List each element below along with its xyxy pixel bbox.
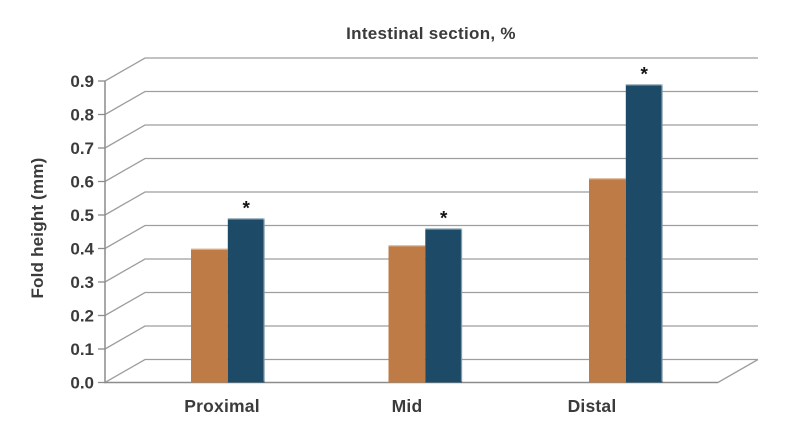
floor-right-edge bbox=[717, 358, 759, 384]
x-category-label-mid: Mid bbox=[392, 396, 423, 416]
y-gridline bbox=[104, 124, 758, 149]
y-gridline bbox=[104, 258, 758, 283]
y-tick-label: 0.1 bbox=[70, 340, 94, 359]
x-category-label-distal: Distal bbox=[568, 396, 617, 416]
y-tick-label: 0.4 bbox=[70, 240, 94, 259]
y-tick-label: 0.2 bbox=[70, 307, 94, 326]
y-gridline bbox=[104, 157, 758, 183]
bar-orange-proximal bbox=[191, 248, 228, 383]
y-gridline bbox=[104, 57, 758, 82]
y-tick-label: 0.0 bbox=[70, 374, 94, 393]
y-tick-label: 0.5 bbox=[70, 206, 94, 225]
y-tick-label: 0.7 bbox=[70, 139, 94, 158]
x-category-label-proximal: Proximal bbox=[184, 396, 260, 416]
bar-blue-mid bbox=[425, 228, 463, 383]
plot-area: 0.0 0.1 0.2 0.3 0.4 0.5 0.6 0.7 0.8 0.9 * Proximal *… bbox=[70, 57, 759, 416]
bar-orange-distal bbox=[589, 178, 626, 383]
significance-asterisk: * bbox=[242, 198, 250, 219]
y-gridline bbox=[104, 325, 758, 350]
y-tick-label: 0.6 bbox=[70, 173, 94, 192]
y-gridline bbox=[104, 90, 758, 116]
y-tick-label: 0.9 bbox=[70, 72, 94, 91]
chart-title: Intestinal section, % bbox=[346, 24, 516, 43]
significance-asterisk: * bbox=[640, 64, 648, 85]
y-tick-label: 0.3 bbox=[70, 273, 94, 292]
y-gridline bbox=[104, 358, 758, 384]
y-gridline bbox=[104, 291, 758, 317]
y-tick-label: 0.8 bbox=[70, 106, 94, 125]
y-axis-label: Fold height (mm) bbox=[28, 157, 47, 298]
significance-asterisk: * bbox=[440, 208, 448, 229]
bar-orange-mid bbox=[388, 245, 426, 383]
bar-blue-proximal bbox=[227, 218, 265, 383]
y-gridline bbox=[104, 191, 758, 216]
bar-blue-distal bbox=[625, 84, 663, 383]
y-gridline bbox=[104, 224, 758, 250]
